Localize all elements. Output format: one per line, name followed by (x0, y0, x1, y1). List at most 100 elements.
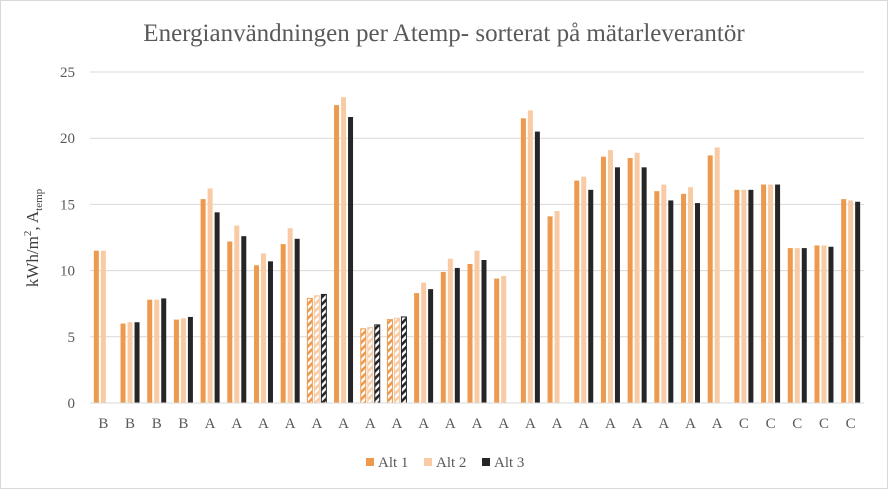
bar-alt-3 (320, 293, 327, 404)
x-tick-label: A (392, 416, 403, 432)
legend-swatch (366, 458, 374, 466)
bar-alt-1 (334, 105, 340, 403)
x-tick-label: A (712, 416, 723, 432)
bar-alt-2 (688, 187, 694, 403)
bar-alt-1 (654, 191, 660, 403)
bar-alt-3 (134, 322, 140, 403)
bar-alt-3 (187, 316, 193, 403)
bar-alt-2 (367, 327, 374, 404)
bar-alt-3 (400, 316, 407, 404)
x-tick-label: B (98, 416, 108, 432)
bar-alt-3 (828, 246, 834, 403)
x-tick-label: A (605, 416, 616, 432)
bar-alt-1 (707, 155, 713, 403)
y-tick-label: 0 (68, 396, 76, 412)
x-tick-label: A (418, 416, 429, 432)
bar-alt-1 (147, 299, 153, 403)
bar-alt-1 (494, 278, 500, 403)
bar-alt-1 (120, 323, 126, 403)
bar-alt-1 (440, 271, 446, 403)
y-axis-label: kWh/m2, Atemp (22, 188, 45, 287)
bar-alt-2 (234, 225, 240, 403)
x-tick-label: C (766, 416, 776, 432)
bar-alt-2 (848, 200, 854, 403)
x-tick-label: A (365, 416, 376, 432)
bar-alt-1 (574, 180, 580, 403)
bar-alt-1 (787, 248, 793, 403)
x-tick-label: A (205, 416, 216, 432)
y-axis-label-sep: , A (23, 210, 42, 231)
bar-alt-1 (814, 245, 820, 403)
bar-alt-1 (467, 263, 473, 403)
legend-swatch (482, 458, 490, 466)
bar-alt-1 (414, 293, 420, 403)
x-tick-label: A (338, 416, 349, 432)
y-tick-label: 5 (68, 330, 76, 346)
bar-alt-2 (421, 282, 427, 403)
bar-alt-1 (93, 250, 99, 403)
x-tick-label: A (472, 416, 483, 432)
x-tick-label: A (632, 416, 643, 432)
bar-alt-2 (821, 245, 827, 403)
bar-alt-3 (481, 260, 487, 403)
bar-alt-2 (127, 322, 133, 403)
bar-alt-2 (581, 176, 587, 403)
bar-alt-2 (180, 318, 186, 403)
bar-alt-1 (734, 189, 740, 403)
bar-alt-2 (768, 184, 774, 403)
bar-alt-1 (520, 118, 526, 403)
bar-alt-2 (794, 248, 800, 403)
x-tick-label: C (739, 416, 749, 432)
legend-entry: Alt 3 (494, 455, 524, 471)
bar-alt-1 (627, 158, 633, 403)
bar-alt-3 (454, 267, 460, 403)
bar-alt-3 (428, 289, 434, 403)
x-tick-label: A (311, 416, 322, 432)
legend: Alt 1 Alt 2 Alt 3 (366, 455, 524, 471)
bar-alt-1 (306, 297, 313, 404)
x-tick-label: A (498, 416, 509, 432)
bar-alt-2 (100, 250, 106, 403)
bar-alt-3 (614, 167, 620, 403)
bar-alt-1 (200, 199, 206, 403)
bar-alt-2 (313, 295, 320, 404)
y-tick-label: 25 (60, 65, 75, 81)
bar-alt-2 (527, 110, 533, 404)
x-tick-label: B (152, 416, 162, 432)
bar-alt-3 (161, 298, 167, 403)
bar-alt-2 (741, 189, 747, 403)
bar-alt-2 (501, 275, 507, 403)
x-tick-label: A (231, 416, 242, 432)
y-tick-label: 10 (60, 264, 75, 280)
bar-alt-2 (634, 152, 640, 403)
bar-alt-1 (761, 184, 767, 403)
bar-alt-2 (474, 250, 480, 403)
bar-alt-3 (241, 236, 247, 403)
chart-title: Energianvändningen per Atemp- sorterat p… (143, 20, 745, 47)
bar-alt-3 (294, 238, 300, 403)
bar-alt-2 (260, 253, 266, 403)
bar-alt-1 (280, 244, 286, 403)
bar-alt-2 (207, 188, 213, 403)
x-tick-label: A (445, 416, 456, 432)
bar-alt-2 (287, 228, 293, 403)
bar-alt-3 (641, 167, 647, 403)
x-tick-label: A (258, 416, 269, 432)
x-tick-label: A (525, 416, 536, 432)
x-tick-label: B (125, 416, 135, 432)
y-axis-label-sup: 2 (22, 231, 34, 237)
bar-alt-3 (348, 117, 354, 404)
legend-entry: Alt 2 (436, 455, 466, 471)
bar-alt-3 (374, 324, 381, 404)
bar-alt-2 (341, 97, 347, 403)
y-tick-label: 20 (60, 131, 75, 147)
x-tick-label: C (819, 416, 829, 432)
bar-alt-3 (801, 248, 807, 403)
x-tick-label: A (578, 416, 589, 432)
bar-alt-3 (534, 131, 540, 403)
y-axis-label-sub: temp (33, 188, 45, 210)
x-tick-label: C (792, 416, 802, 432)
